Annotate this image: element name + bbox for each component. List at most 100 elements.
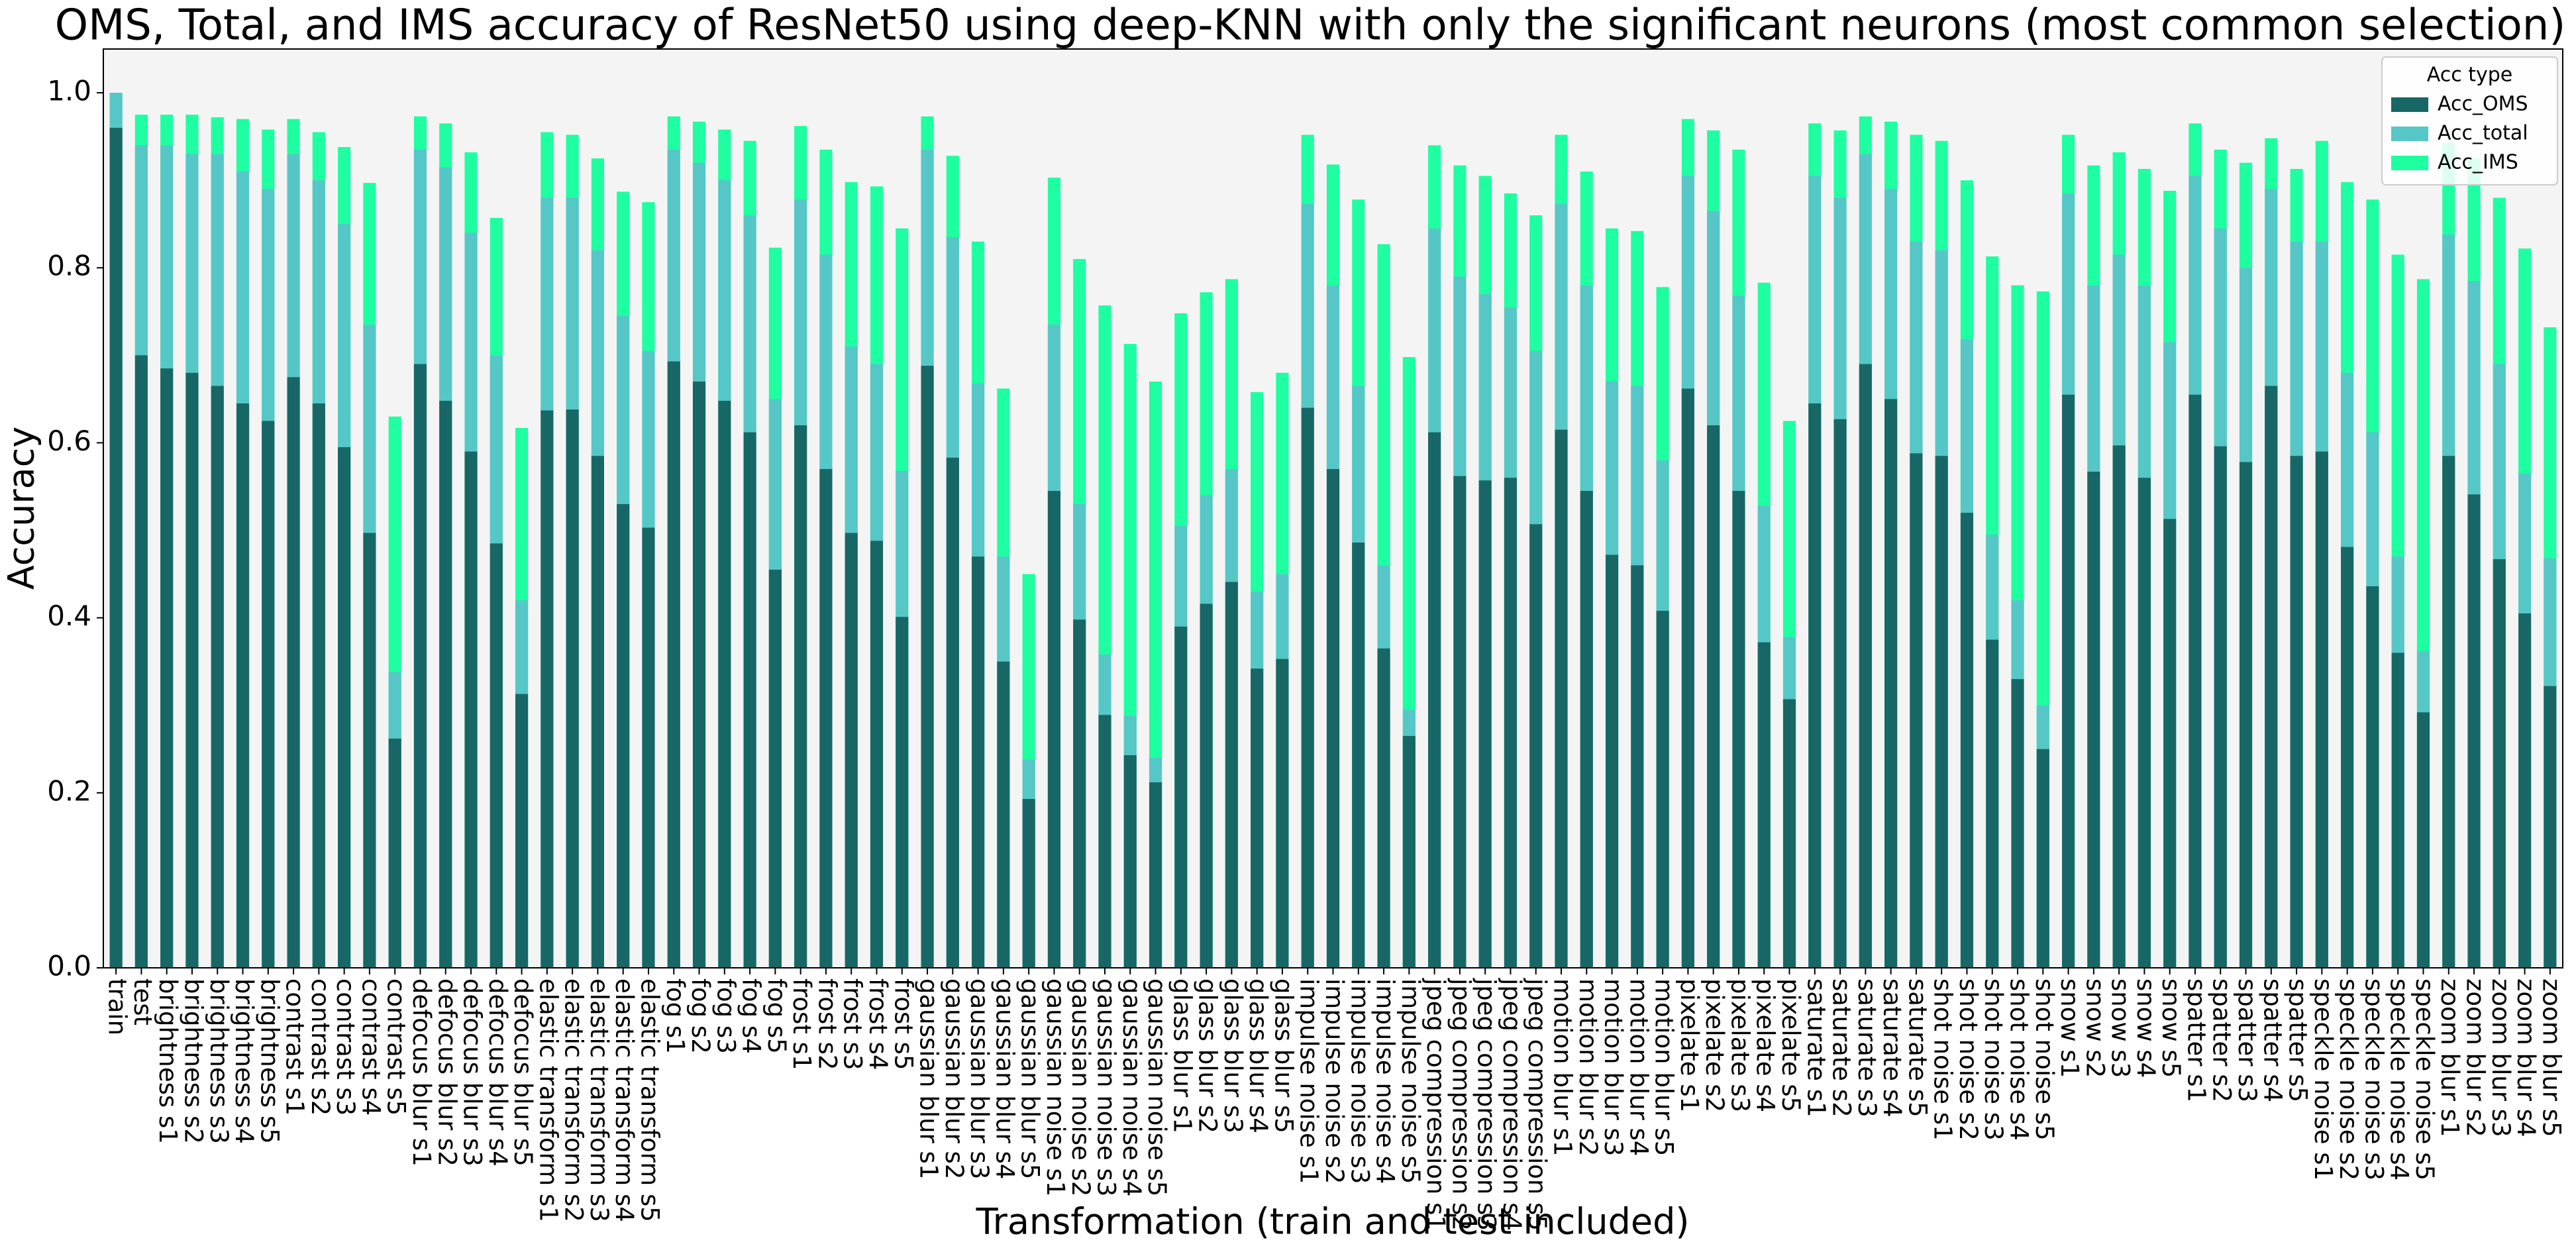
y-tick-label: 1.0 [47, 75, 91, 107]
x-tick-label: motion blur s1 [1549, 978, 1577, 1156]
bar [1073, 619, 1086, 968]
x-tick-label: shot noise s3 [1979, 978, 2008, 1141]
x-tick-label: gaussian noise s5 [1143, 978, 1171, 1196]
bar [667, 361, 680, 968]
x-tick-label: impulse noise s2 [1320, 978, 1349, 1184]
x-tick-label: shot noise s1 [1929, 978, 1957, 1141]
bar [870, 541, 884, 968]
x-axis-label: Transformation (train and test included) [976, 1201, 1690, 1243]
x-tick-label: saturate s3 [1853, 978, 1881, 1118]
x-tick-label: jpeg compression s1 [1421, 978, 1450, 1231]
x-tick-label: zoom blur s3 [2487, 978, 2515, 1137]
bar [287, 377, 300, 968]
x-tick-label: frost s4 [864, 978, 892, 1070]
x-tick-label: elastic transform s4 [610, 978, 639, 1222]
bar [2467, 494, 2481, 968]
bar [1428, 432, 1441, 968]
bar [642, 527, 655, 968]
x-tick-label: impulse noise s3 [1345, 978, 1374, 1184]
bar [2391, 653, 2404, 968]
x-tick-label: saturate s4 [1878, 978, 1906, 1118]
x-tick-label: jpeg compression s2 [1447, 978, 1475, 1231]
bar [1631, 565, 1644, 968]
bar [1681, 388, 1694, 968]
x-tick-label: elastic transform s5 [635, 978, 664, 1222]
bar [591, 456, 604, 968]
y-tick-label: 0.6 [47, 425, 91, 457]
bar [363, 533, 376, 968]
bar [1782, 699, 1796, 968]
x-tick-label: zoom blur s2 [2461, 978, 2490, 1137]
x-tick-label: jpeg compression s3 [1472, 978, 1501, 1231]
bar [1200, 603, 1213, 968]
legend-swatch [2391, 127, 2428, 141]
x-tick-label: gaussian noise s4 [1117, 978, 1146, 1196]
x-tick-label: glass blur s5 [1269, 978, 1298, 1133]
bar [2366, 586, 2379, 968]
x-tick-label: pixelate s3 [1726, 978, 1754, 1112]
bar [2112, 445, 2126, 968]
bar [160, 368, 174, 968]
x-tick-label: snow s2 [2081, 978, 2109, 1078]
bar [1656, 611, 1669, 968]
x-tick-label: shot noise s4 [2005, 978, 2034, 1141]
bar [2189, 394, 2202, 968]
y-tick-label: 0.8 [47, 250, 91, 282]
bar [1377, 648, 1390, 968]
bar [1504, 478, 1518, 968]
bar [1453, 476, 1467, 968]
chart-title: OMS, Total, and IMS accuracy of ResNet50… [55, 1, 2566, 50]
y-axis-label: Accuracy [1, 427, 42, 590]
x-tick-label: contrast s3 [331, 978, 360, 1116]
bar [262, 421, 275, 968]
x-tick-label: contrast s5 [382, 978, 411, 1116]
bar [2442, 456, 2455, 968]
x-tick-label: glass blur s1 [1168, 978, 1196, 1133]
bar [1732, 491, 1745, 968]
bar [1833, 419, 1847, 968]
bar [718, 401, 731, 968]
bar [515, 694, 529, 968]
bar [2087, 472, 2100, 968]
x-tick-label: contrast s1 [281, 978, 309, 1116]
bar [439, 401, 452, 968]
x-tick-label: gaussian noise s2 [1066, 978, 1095, 1196]
bar [2518, 613, 2532, 968]
x-tick-label: defocus blur s5 [509, 978, 537, 1167]
bar [2011, 679, 2024, 968]
bar [2265, 386, 2278, 968]
bar [896, 617, 909, 968]
bar [2214, 446, 2227, 968]
bar [819, 469, 833, 968]
x-tick-label: gaussian blur s5 [1016, 978, 1045, 1179]
bar [1301, 407, 1314, 968]
x-tick-label: elastic transform s3 [585, 978, 613, 1222]
x-tick-label: spatter s2 [2208, 978, 2236, 1102]
x-tick-label: motion blur s5 [1650, 978, 1678, 1156]
bar [2416, 712, 2430, 968]
bar [1884, 399, 1898, 968]
x-tick-label: defocus blur s2 [433, 978, 461, 1167]
x-tick-label: saturate s1 [1802, 978, 1830, 1118]
x-tick-label: snow s1 [2055, 978, 2084, 1078]
x-tick-label: brightness s4 [230, 978, 258, 1144]
x-tick-label: fog s4 [737, 978, 766, 1054]
y-tick-label: 0.0 [47, 950, 91, 982]
bar [2036, 749, 2049, 968]
bar [2290, 456, 2303, 968]
bar [109, 127, 123, 968]
bar [1580, 491, 1593, 968]
x-tick-label: impulse noise s1 [1295, 978, 1323, 1184]
x-tick-label: speckle noise s1 [2309, 978, 2338, 1180]
x-tick-label: defocus blur s4 [484, 978, 512, 1167]
x-tick-label: shot noise s2 [1954, 978, 1983, 1141]
bar [1960, 513, 1974, 968]
bar [489, 543, 503, 968]
x-tick-label: speckle noise s3 [2359, 978, 2388, 1180]
x-tick-label: speckle noise s4 [2385, 978, 2414, 1180]
legend-label: Acc_IMS [2438, 151, 2518, 174]
axes-frame [103, 48, 2563, 968]
bar [1225, 582, 1238, 968]
x-tick-label: motion blur s2 [1574, 978, 1602, 1156]
